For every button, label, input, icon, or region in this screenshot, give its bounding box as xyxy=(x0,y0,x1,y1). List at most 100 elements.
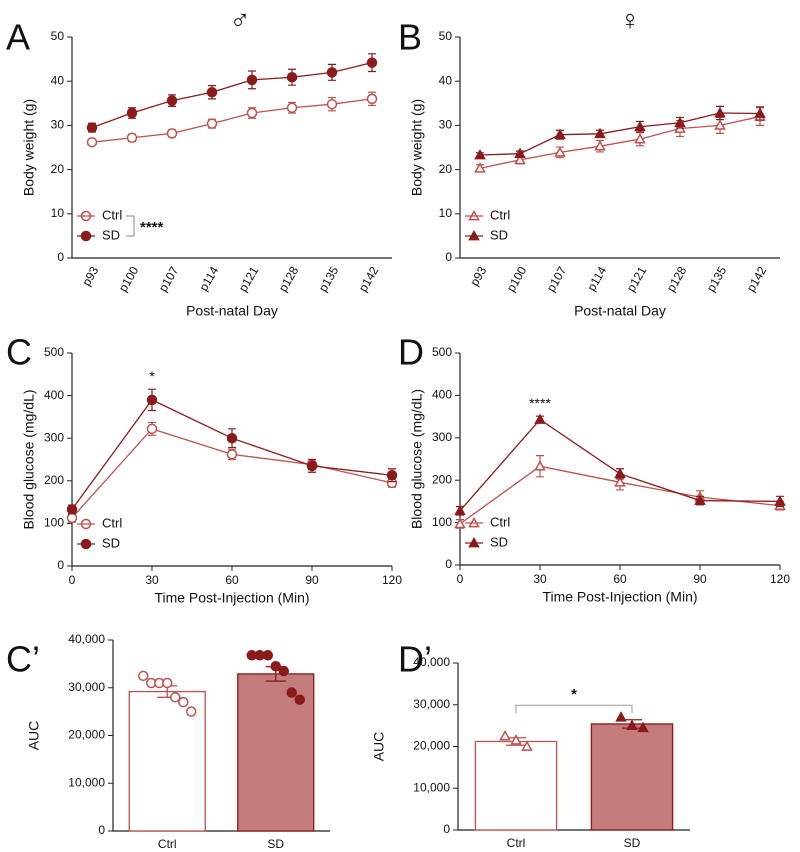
x-tick-label: Ctrl xyxy=(158,837,177,851)
y-tick-label: 300 xyxy=(432,430,452,444)
data-point xyxy=(278,665,289,677)
y-tick-label: 400 xyxy=(432,388,452,402)
axis-line xyxy=(71,37,392,259)
y-tick-label: 50 xyxy=(51,29,65,43)
y-tick-label: 0 xyxy=(57,558,64,572)
panel-label: B xyxy=(398,17,422,58)
data-point xyxy=(138,670,149,682)
y-axis-label: Blood glucose (mg/dL) xyxy=(21,389,37,529)
y-tick-label: 20,000 xyxy=(413,739,450,753)
data-point xyxy=(162,677,173,689)
y-tick-label: 40,000 xyxy=(68,632,105,646)
x-tick-label: 0 xyxy=(457,572,464,586)
x-tick-label: p142 xyxy=(744,264,770,294)
significance-bracket xyxy=(126,215,135,237)
data-point xyxy=(178,696,189,708)
data-point xyxy=(226,432,238,444)
data-point xyxy=(286,71,298,83)
x-tick-label: p100 xyxy=(504,264,530,294)
y-tick-label: 400 xyxy=(44,388,64,402)
x-tick-label: p142 xyxy=(356,264,382,294)
y-tick-label: 40 xyxy=(439,73,453,87)
annotation: **** xyxy=(529,395,551,411)
legend-label: Ctrl xyxy=(102,207,122,222)
data-point xyxy=(66,512,78,524)
data-point xyxy=(521,740,533,751)
x-tick-label: p135 xyxy=(316,264,342,294)
data-point xyxy=(166,95,178,106)
x-tick-label: 30 xyxy=(145,573,159,587)
bar xyxy=(590,723,674,831)
data-point xyxy=(714,119,726,130)
y-tick-label: 0 xyxy=(443,822,450,836)
y-tick-label: 0 xyxy=(445,557,452,571)
y-tick-label: 10 xyxy=(439,206,453,220)
series-line xyxy=(459,418,781,512)
data-point xyxy=(514,147,526,159)
data-point xyxy=(615,711,627,722)
y-tick-label: 0 xyxy=(57,250,64,264)
data-point xyxy=(126,132,138,144)
y-tick-label: 30,000 xyxy=(413,697,450,711)
y-tick-label: 20 xyxy=(51,162,65,176)
y-tick-label: 300 xyxy=(44,430,64,444)
data-point xyxy=(774,495,786,506)
panel-label: C xyxy=(6,332,32,373)
series-line xyxy=(479,112,761,156)
data-point xyxy=(66,504,78,515)
y-tick-label: 0 xyxy=(445,250,452,264)
y-tick-label: 200 xyxy=(432,472,452,486)
y-tick-label: 30 xyxy=(51,118,65,132)
y-tick-label: 30 xyxy=(439,118,453,132)
data-point xyxy=(637,721,649,733)
axis-line xyxy=(459,37,780,259)
x-axis-label: Time Post-Injection (Min) xyxy=(154,590,309,606)
y-tick-label: 100 xyxy=(44,516,64,530)
x-tick-label: SD xyxy=(624,836,641,850)
series-line xyxy=(91,98,373,143)
y-tick-label: 10 xyxy=(51,206,65,220)
axis-line xyxy=(459,353,780,566)
data-point xyxy=(534,413,546,424)
x-tick-label: p114 xyxy=(196,264,221,294)
x-axis-label: Post-natal Day xyxy=(186,303,278,319)
data-point xyxy=(534,460,546,471)
y-tick-label: 500 xyxy=(432,345,452,359)
y-axis-label: AUC xyxy=(371,732,387,762)
y-tick-label: 40 xyxy=(51,73,65,87)
x-tick-label: p128 xyxy=(276,264,302,294)
data-point xyxy=(146,394,158,406)
data-point xyxy=(326,98,338,110)
data-point xyxy=(206,87,218,98)
x-tick-label: p114 xyxy=(584,264,609,294)
panel-label: D xyxy=(398,332,424,373)
legend-label: SD xyxy=(102,535,120,550)
data-point xyxy=(614,467,626,479)
legend-label: Ctrl xyxy=(102,515,122,530)
data-point xyxy=(594,140,606,151)
x-tick-label: 60 xyxy=(225,573,239,587)
x-tick-label: p135 xyxy=(704,264,730,294)
data-point xyxy=(614,476,626,487)
x-tick-label: p107 xyxy=(156,264,182,294)
y-tick-label: 0 xyxy=(98,823,105,837)
x-tick-label: p100 xyxy=(116,264,142,294)
chart-title: ♀ xyxy=(620,4,641,35)
y-axis-label: AUC xyxy=(26,721,42,751)
y-tick-label: 200 xyxy=(44,473,64,487)
data-point xyxy=(634,133,646,144)
y-axis-label: Body weight (g) xyxy=(21,99,37,196)
x-tick-label: 60 xyxy=(613,572,627,586)
bar xyxy=(474,740,558,831)
data-point xyxy=(146,423,158,435)
legend-label: SD xyxy=(102,227,120,242)
data-point xyxy=(634,120,646,132)
data-point xyxy=(454,517,466,529)
data-point xyxy=(226,449,238,460)
x-tick-label: SD xyxy=(267,837,284,851)
x-tick-label: p93 xyxy=(467,264,489,289)
data-point xyxy=(86,122,98,133)
x-tick-label: 90 xyxy=(305,573,319,587)
data-point xyxy=(306,460,318,472)
